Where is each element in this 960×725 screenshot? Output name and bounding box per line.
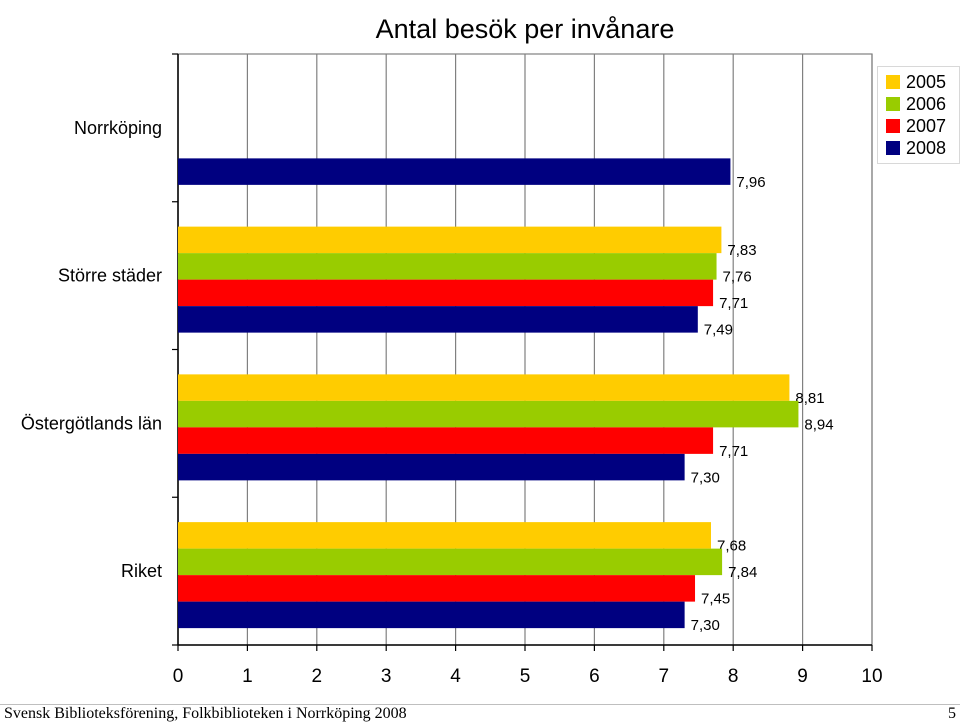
legend-swatch-2006 xyxy=(886,97,900,111)
x-tick-label-9: 9 xyxy=(797,666,808,687)
category-label-1: Större städer xyxy=(58,266,162,286)
data-label-2008-3: 7,30 xyxy=(691,617,720,634)
bar-2006-3 xyxy=(178,548,723,576)
data-label-2005-1: 7,83 xyxy=(727,242,756,259)
bar-2006-2 xyxy=(178,400,799,428)
legend-swatch-2008 xyxy=(886,141,900,155)
x-tick-label-1: 1 xyxy=(242,666,253,687)
x-tick-label-7: 7 xyxy=(659,666,670,687)
bar-2005-2 xyxy=(178,374,790,401)
bar-2008-3 xyxy=(178,601,685,629)
x-tick-label-5: 5 xyxy=(520,666,531,687)
legend-swatch-2007 xyxy=(886,119,900,133)
data-label-2007-2: 7,71 xyxy=(719,443,748,460)
data-label-2006-1: 7,76 xyxy=(723,269,752,286)
x-tick-label-10: 10 xyxy=(861,666,882,687)
bar-2008-1 xyxy=(178,306,698,333)
bar-2008-0 xyxy=(178,158,731,185)
x-tick-label-0: 0 xyxy=(173,666,184,687)
bar-2006-1 xyxy=(178,253,717,280)
bar-2007-1 xyxy=(178,279,714,307)
data-label-2008-2: 7,30 xyxy=(691,469,720,486)
legend-label-2005: 2005 xyxy=(906,71,947,92)
category-label-2: Östergötlands län xyxy=(21,413,162,433)
footer-divider xyxy=(0,704,960,705)
category-label-3: Riket xyxy=(121,561,162,581)
bar-2007-2 xyxy=(178,427,714,454)
chart-title: Antal besök per invånare xyxy=(375,14,675,44)
page-footer: Svensk Biblioteksförening, Folkbibliotek… xyxy=(0,704,960,725)
bar-2008-2 xyxy=(178,453,685,481)
category-label-0: Norrköping xyxy=(74,118,162,138)
data-label-2005-2: 8,81 xyxy=(795,390,824,407)
bar-2007-3 xyxy=(178,575,696,602)
legend-item-2005: 2005 xyxy=(886,71,959,93)
data-label-2005-3: 7,68 xyxy=(717,538,746,555)
bar-2005-1 xyxy=(178,226,722,254)
x-tick-label-6: 6 xyxy=(589,666,600,687)
data-label-2006-3: 7,84 xyxy=(728,564,757,581)
x-tick-label-4: 4 xyxy=(450,666,461,687)
legend-item-2007: 2007 xyxy=(886,115,959,137)
x-tick-label-8: 8 xyxy=(728,666,739,687)
footer-source: Svensk Biblioteksförening, Folkbibliotek… xyxy=(4,705,407,722)
legend-item-2006: 2006 xyxy=(886,93,959,115)
legend-label-2007: 2007 xyxy=(906,115,947,136)
legend-swatch-2005 xyxy=(886,75,900,89)
data-label-2007-3: 7,45 xyxy=(701,591,730,608)
data-label-2006-2: 8,94 xyxy=(804,416,833,433)
legend-label-2008: 2008 xyxy=(906,137,947,158)
bar-2005-3 xyxy=(178,522,711,549)
legend-label-2006: 2006 xyxy=(906,93,947,114)
chart-legend: 2005 2006 2007 2008 xyxy=(877,66,960,164)
x-tick-label-2: 2 xyxy=(312,666,323,687)
bar-chart: 0 1 2 3 4 5 6 7 8 9 10 Norrköping 7,96 Större städer 7… xyxy=(21,53,883,687)
footer-page-number: 5 xyxy=(948,705,956,722)
legend-item-2008: 2008 xyxy=(886,137,959,159)
x-tick-label-3: 3 xyxy=(381,666,392,687)
data-label-2008-1: 7,49 xyxy=(704,322,733,339)
data-label-2008-0: 7,96 xyxy=(736,174,765,191)
data-label-2007-1: 7,71 xyxy=(719,295,748,312)
